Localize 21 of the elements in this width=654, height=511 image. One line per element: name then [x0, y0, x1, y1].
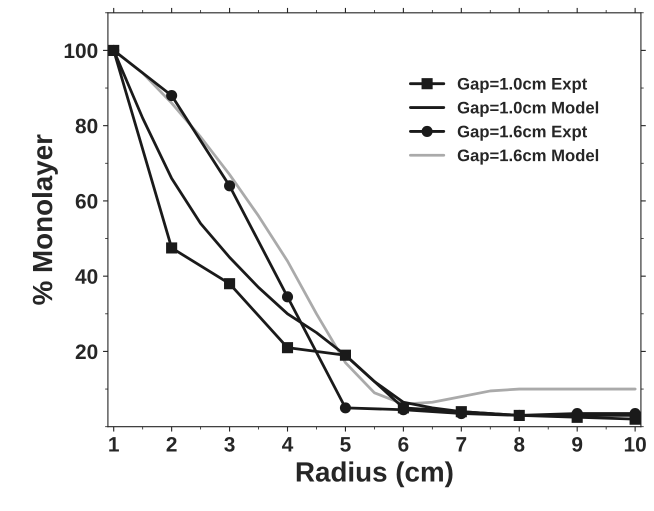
x-tick-label: 4 — [282, 437, 294, 452]
y-tick-label: 60 — [76, 194, 98, 209]
legend-label: Gap=1.0cm Model — [458, 101, 598, 117]
x-tick-label: 6 — [398, 436, 408, 452]
x-tick-label: 10 — [624, 436, 646, 452]
x-tick-label: 1 — [109, 437, 119, 452]
x-tick-label: 8 — [514, 436, 524, 452]
x-tick-label: 9 — [572, 436, 582, 452]
x-tick-label: 3 — [224, 436, 235, 452]
legend-label: Gap=1.6cm Expt — [458, 126, 588, 141]
y-tick-label: 40 — [75, 269, 98, 284]
y-tick-label: 80 — [76, 118, 98, 134]
x-axis-title: Radius (cm) — [296, 461, 453, 488]
legend-label: Gap=1.6cm Model — [458, 149, 598, 165]
y-axis-title: % Monolayer — [32, 134, 58, 305]
y-tick-label: 20 — [76, 344, 98, 360]
x-tick-label: 2 — [166, 436, 177, 452]
y-tick-label: 100 — [64, 43, 98, 58]
x-tick-label: 5 — [340, 437, 351, 452]
legend-label: Gap=1.0cm Expt — [458, 78, 588, 93]
x-tick-label: 7 — [456, 437, 466, 452]
